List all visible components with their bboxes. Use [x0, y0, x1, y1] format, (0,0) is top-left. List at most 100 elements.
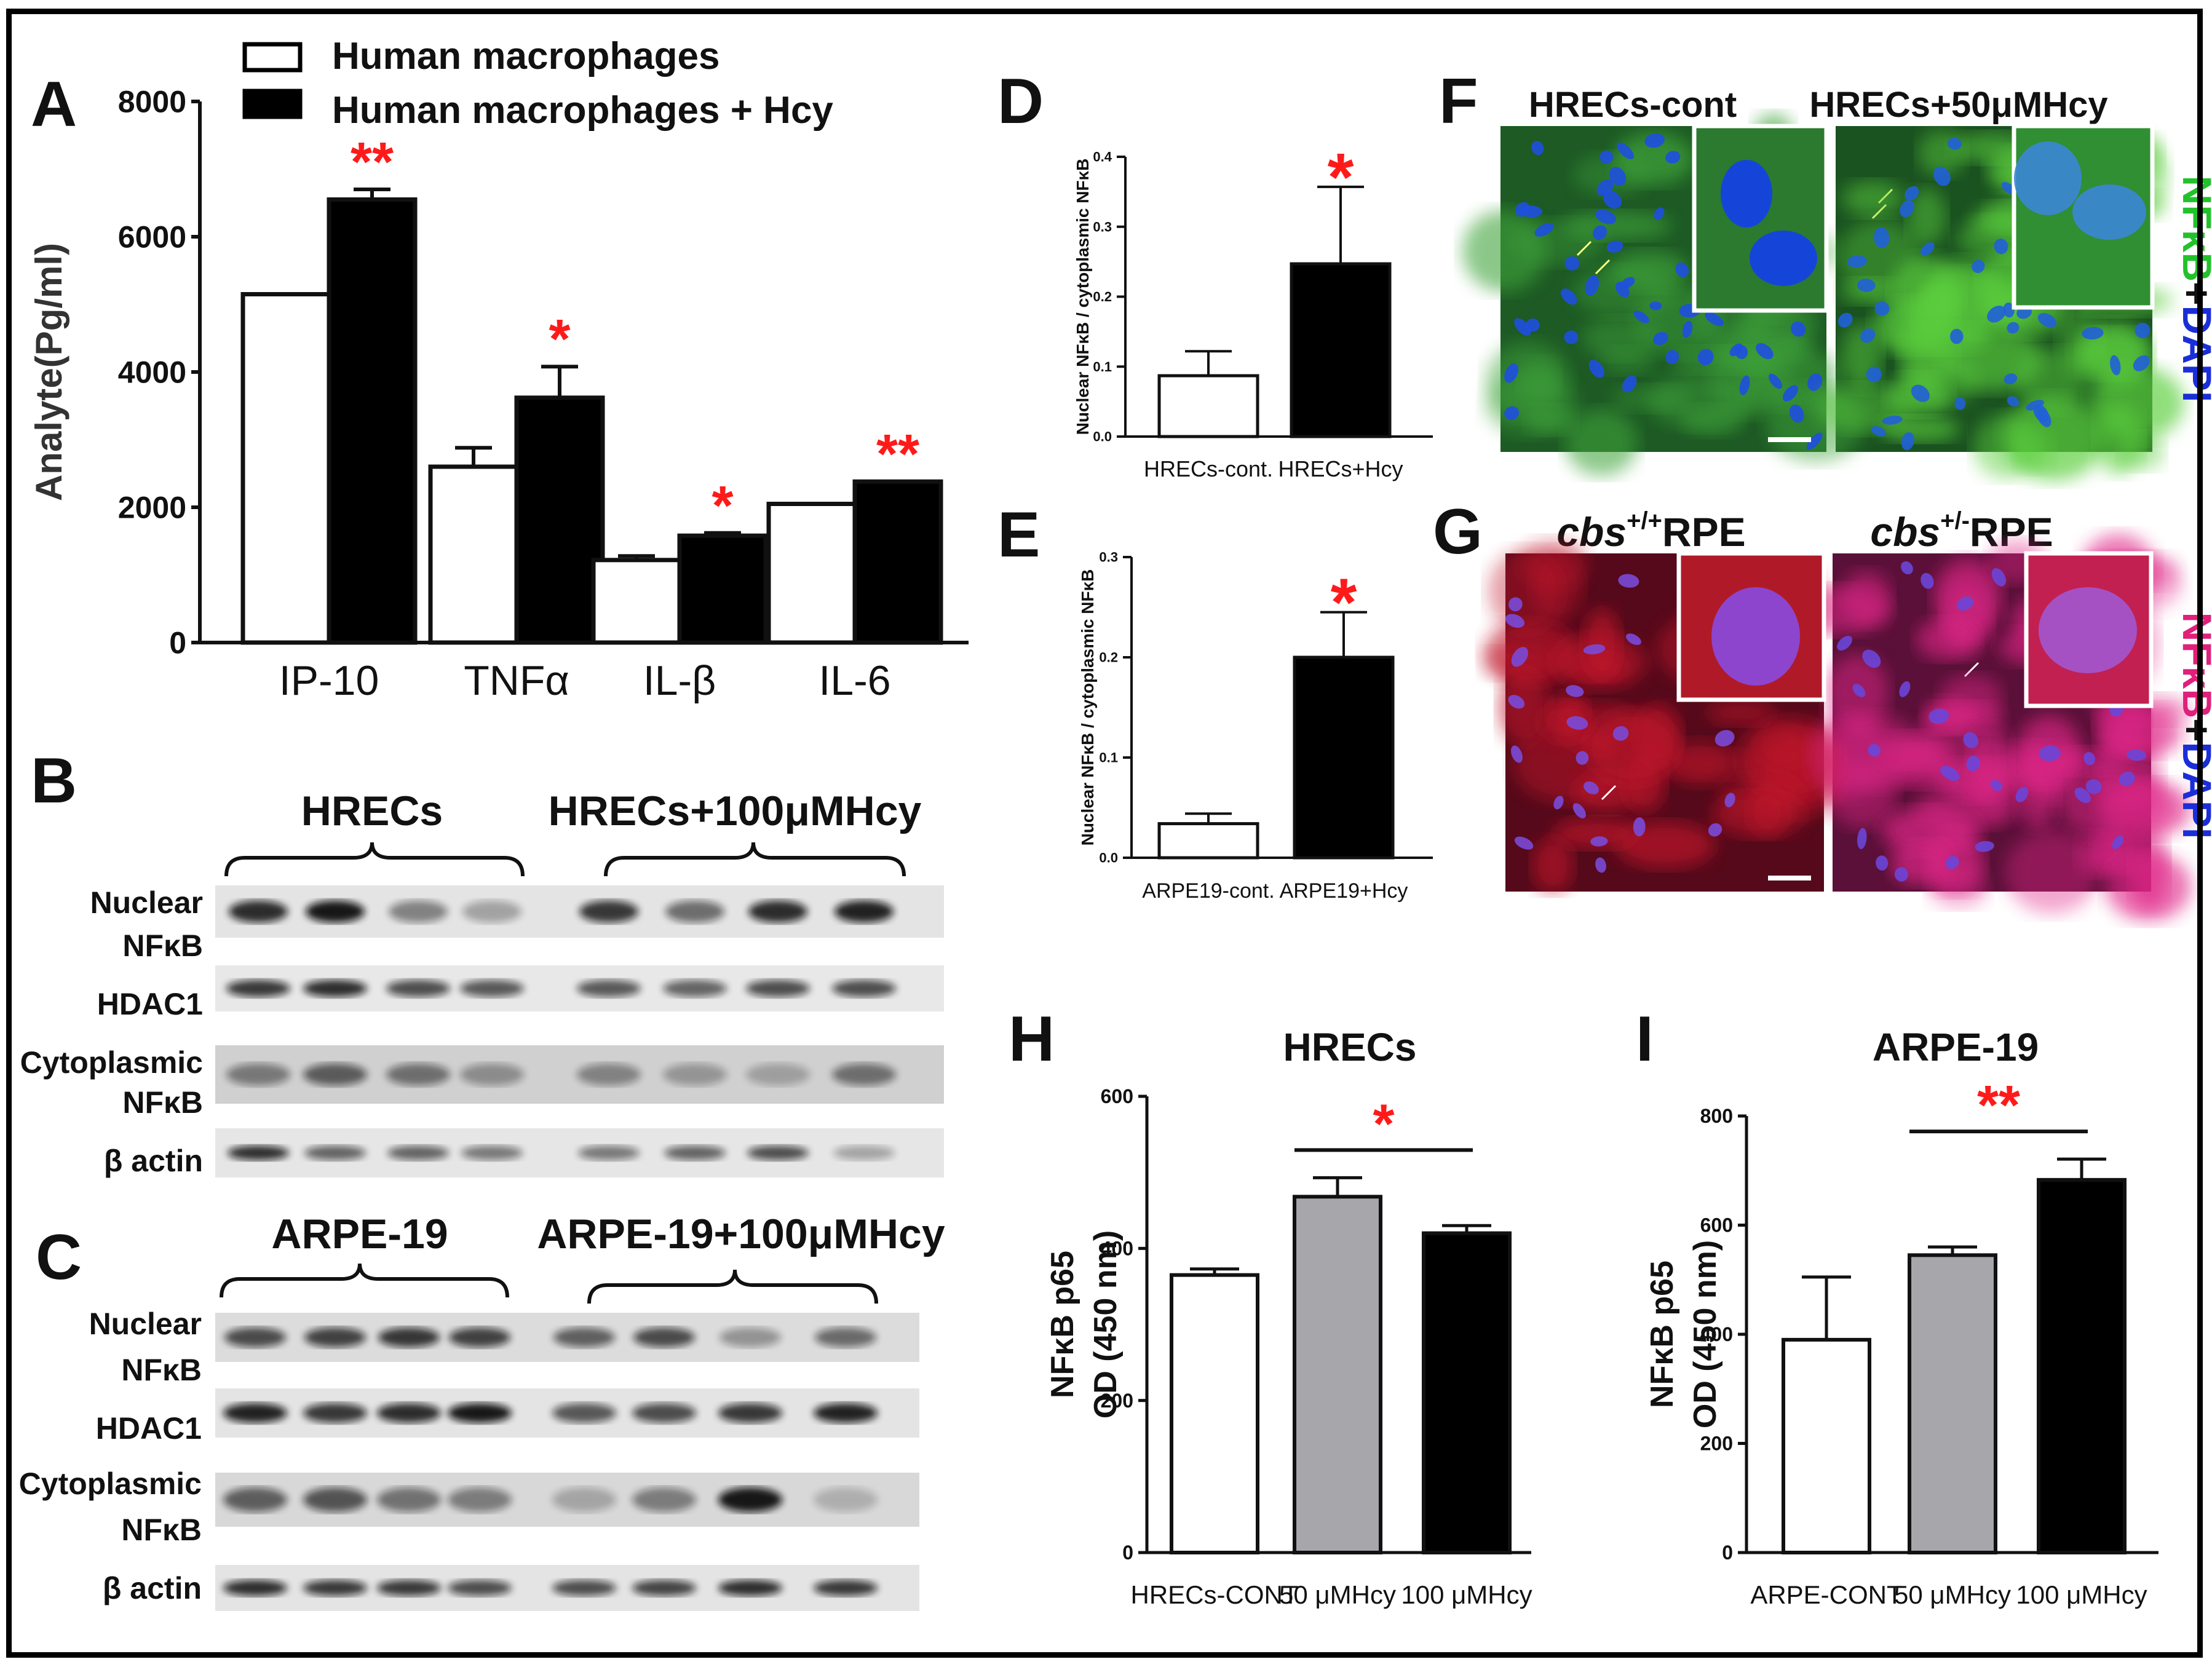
cell-nucleus	[1963, 732, 1978, 748]
y-axis-label-1: NFκB p65	[1644, 1260, 1680, 1408]
cell-nucleus	[1510, 745, 1523, 763]
chart-a: 0 2000 4000 6000 8000 ** IP-10 * TNFα * IL-β ** IL-6…	[28, 85, 969, 704]
blot-band	[229, 900, 288, 923]
cell-nucleus	[1911, 384, 1930, 402]
cell-nucleus	[1564, 330, 1579, 344]
blot-band	[448, 1403, 512, 1423]
cell-cytoplasm	[1907, 188, 1946, 247]
cell-nucleus	[2135, 322, 2151, 338]
y-axis-label: Nuclear NFκB / cytoplasmic NFκB	[1078, 569, 1097, 846]
bar	[428, 464, 519, 645]
blot-band	[719, 1328, 781, 1347]
y-tick-label: 8000	[118, 85, 186, 119]
cell-cytoplasm	[2005, 830, 2099, 914]
micro-f-stain2: DAPI	[2174, 306, 2212, 403]
cell-nucleus	[1504, 406, 1520, 421]
y-tick-label: 0.2	[1093, 289, 1112, 304]
cell-nucleus	[1806, 432, 1823, 450]
cell-nucleus	[1768, 373, 1783, 389]
panel-letter-b: B	[31, 745, 77, 817]
blot-band	[303, 1580, 367, 1596]
blot-band	[577, 1063, 641, 1086]
blot-band	[718, 1403, 782, 1423]
blot-b-group2: HRECs+100μMHcy	[549, 788, 922, 834]
cell-nucleus	[1553, 796, 1564, 810]
cell-nucleus	[1564, 256, 1580, 271]
legend-a: Human macrophages Human macrophages + Hc…	[242, 35, 833, 132]
blot-band	[448, 1580, 512, 1596]
cell-nucleus	[1847, 255, 1867, 268]
cell-cytoplasm	[2072, 330, 2151, 378]
cell-nucleus	[1857, 828, 1867, 849]
y-tick-label: 800	[1700, 1105, 1733, 1127]
cell-nucleus	[1735, 344, 1748, 359]
cell-nucleus	[1697, 349, 1714, 366]
blot-c: ARPE-19 ARPE-19+100μMHcy Nuclear NFκB HD…	[19, 1211, 945, 1611]
bar	[1782, 1337, 1871, 1554]
category-label: 100 μMHcy	[2016, 1580, 2147, 1609]
blot-band	[552, 1580, 616, 1596]
blot-band	[578, 1146, 640, 1160]
blot-band	[303, 979, 367, 997]
blot-band	[664, 1146, 726, 1160]
cell-cytoplasm	[2014, 427, 2055, 472]
cell-nucleus	[2127, 749, 2147, 761]
micro-f-left-cells	[1462, 113, 1893, 476]
cell-nucleus	[1954, 397, 1966, 410]
cell-nucleus	[2004, 373, 2018, 385]
bar	[1293, 1195, 1382, 1554]
cell-nucleus	[1508, 695, 1525, 709]
cell-cytoplasm	[1901, 324, 1956, 390]
blot-c-group2: ARPE-19+100μMHcy	[537, 1211, 945, 1257]
blot-band	[718, 1487, 782, 1512]
cell-nucleus	[1739, 375, 1750, 395]
panel-letter-c: C	[36, 1222, 82, 1293]
chart-title: HRECs	[1283, 1025, 1417, 1069]
blot-band	[746, 1063, 810, 1086]
cell-nucleus	[1929, 708, 1949, 724]
blot-band	[747, 1146, 809, 1160]
cell-nucleus	[1606, 240, 1623, 253]
cell-nucleus	[1705, 312, 1724, 326]
y-tick-label: 0.3	[1093, 219, 1112, 234]
cell-nucleus	[2082, 326, 2104, 340]
cell-nucleus	[1991, 568, 2006, 587]
blot-band	[226, 1063, 290, 1086]
micro-g-stain-label: NFκB+DAPI	[2174, 612, 2212, 839]
blot-band	[579, 900, 638, 923]
cell-nucleus	[1649, 301, 1662, 311]
legend-filled-label: Human macrophages + Hcy	[332, 89, 833, 132]
blot-band	[552, 1487, 616, 1512]
panel-letter-g: G	[1433, 496, 1483, 568]
category-label: ARPE19-cont.	[1142, 879, 1274, 903]
blot-band	[663, 1063, 727, 1086]
panel-letter-e: E	[997, 499, 1040, 571]
cell-nucleus	[2015, 786, 2029, 802]
blot-band	[633, 1328, 695, 1347]
blot-b-row-nfkb1: NFκB	[122, 928, 203, 963]
cell-cytoplasm	[2015, 349, 2088, 412]
blot-band	[460, 979, 524, 997]
blot-b-bracket2	[604, 842, 906, 877]
blot-c-group1: ARPE-19	[271, 1211, 448, 1257]
cell-nucleus	[1871, 426, 1887, 437]
blot-band	[387, 1146, 449, 1160]
cell-nucleus	[1504, 363, 1519, 383]
cell-cytoplasm	[1532, 837, 1574, 893]
cell-nucleus	[1603, 191, 1622, 209]
cell-cytoplasm	[1526, 405, 1576, 435]
cell-cytoplasm	[1539, 702, 1593, 743]
blot-b-row-hdac1: HDAC1	[97, 987, 203, 1021]
cell-nucleus	[1511, 647, 1529, 667]
blot-band	[386, 1063, 450, 1086]
y-tick-label: 0.2	[1099, 650, 1118, 665]
bar	[2037, 1177, 2127, 1554]
blot-band	[665, 900, 724, 923]
significance-mark: **	[876, 424, 919, 485]
blot-band	[632, 1403, 696, 1423]
cell-nucleus	[2007, 322, 2020, 334]
chart-d: 0.0 0.1 0.2 0.3 0.4 HRECs-cont. HRECs+Hcy * Nucl…	[1073, 140, 1433, 481]
micro-f-left-inset-nucleus2	[1750, 231, 1817, 286]
micro-f-left-inset-nucleus1	[1721, 160, 1772, 228]
